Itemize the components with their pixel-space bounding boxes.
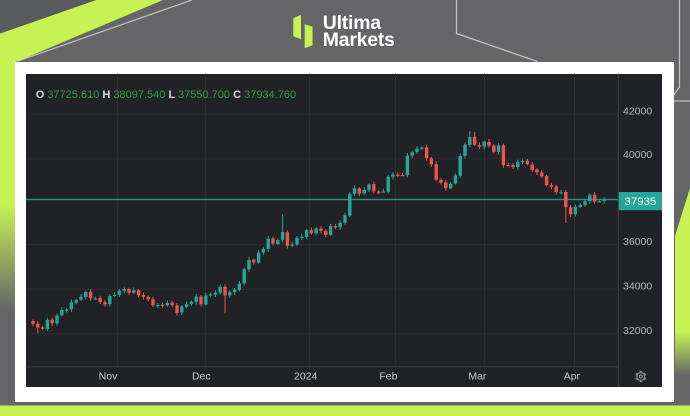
svg-text:40000: 40000: [623, 149, 652, 161]
svg-text:37935: 37935: [625, 196, 657, 208]
svg-text:Dec: Dec: [192, 370, 211, 382]
svg-text:Nov: Nov: [99, 370, 118, 382]
svg-text:Feb: Feb: [379, 370, 397, 382]
svg-text:36000: 36000: [623, 236, 652, 248]
svg-text:Apr: Apr: [564, 370, 581, 382]
svg-text:32000: 32000: [623, 325, 652, 337]
svg-text:Mar: Mar: [468, 370, 487, 382]
svg-text:42000: 42000: [623, 105, 652, 117]
svg-text:2024: 2024: [294, 370, 318, 382]
svg-text:34000: 34000: [623, 280, 652, 292]
svg-text:O 37725.610 H 38097.540: O 37725.610 H 38097.540 L 37550.700 C 37…: [36, 89, 296, 101]
